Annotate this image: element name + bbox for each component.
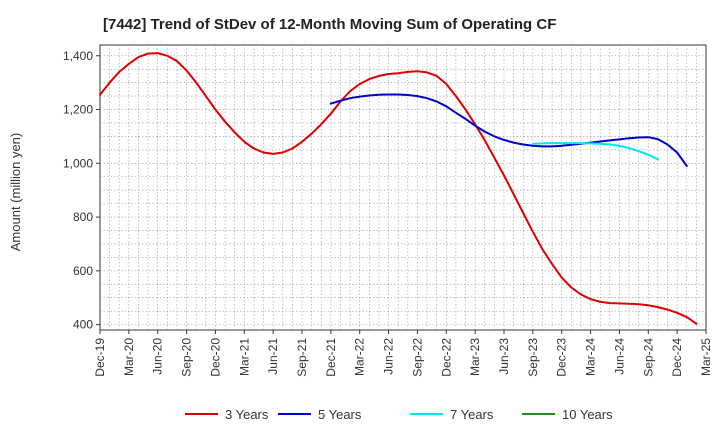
x-tick-label: Mar-21 [237, 338, 251, 376]
x-tick-label: Sep-21 [295, 338, 309, 377]
x-tick-label: Dec-21 [324, 338, 338, 377]
legend-label: 5 Years [318, 407, 362, 422]
series-lines [99, 52, 698, 325]
x-tick-label: Jun-21 [266, 338, 280, 375]
x-tick-label: Jun-20 [151, 338, 165, 375]
legend-label: 10 Years [562, 407, 613, 422]
grid-lines [100, 45, 706, 330]
x-tick-label: Dec-23 [555, 338, 569, 377]
x-tick-label: Mar-22 [353, 338, 367, 376]
series-line-5-years [329, 93, 688, 167]
legend-label: 3 Years [225, 407, 269, 422]
y-tick-label: 1,400 [63, 49, 93, 63]
x-tick-label: Mar-23 [468, 338, 482, 376]
y-tick-label: 1,000 [63, 156, 93, 170]
x-tick-label: Mar-20 [122, 338, 136, 376]
x-tick-label: Jun-22 [382, 338, 396, 375]
x-tick-label: Dec-22 [439, 338, 453, 377]
y-tick-label: 800 [73, 210, 93, 224]
y-axis-label: Amount (million yen) [8, 133, 23, 252]
chart-title: [7442] Trend of StDev of 12-Month Moving… [103, 16, 556, 33]
x-tick-label: Mar-24 [584, 338, 598, 376]
y-tick-label: 400 [73, 318, 93, 332]
x-tick-label: Jun-24 [612, 338, 626, 375]
x-tick-label: Sep-23 [526, 338, 540, 377]
series-line-7-years [531, 142, 659, 161]
x-tick-label: Sep-24 [641, 338, 655, 377]
x-tick-label: Mar-25 [699, 338, 713, 376]
y-tick-label: 1,200 [63, 103, 93, 117]
x-tick-label: Jun-23 [497, 338, 511, 375]
plot-area [99, 44, 707, 331]
x-tick-label: Dec-19 [93, 338, 107, 377]
x-tick-label: Dec-20 [208, 338, 222, 377]
x-tick-label: Dec-24 [670, 338, 684, 377]
series-line-3-years [99, 52, 698, 325]
x-tick-label: Sep-20 [180, 338, 194, 377]
legend: 3 Years 5 Years 7 Years 10 Years [185, 407, 613, 422]
x-axis-ticks: Dec-19 Mar-20 Jun-20 Sep-20 Dec-20 Mar-21 Jun-… [93, 330, 713, 377]
legend-label: 7 Years [450, 407, 494, 422]
y-axis-ticks: 400 600 800 1,000 1,200 1,400 [63, 49, 100, 332]
x-tick-label: Sep-22 [410, 338, 424, 377]
y-tick-label: 600 [73, 264, 93, 278]
